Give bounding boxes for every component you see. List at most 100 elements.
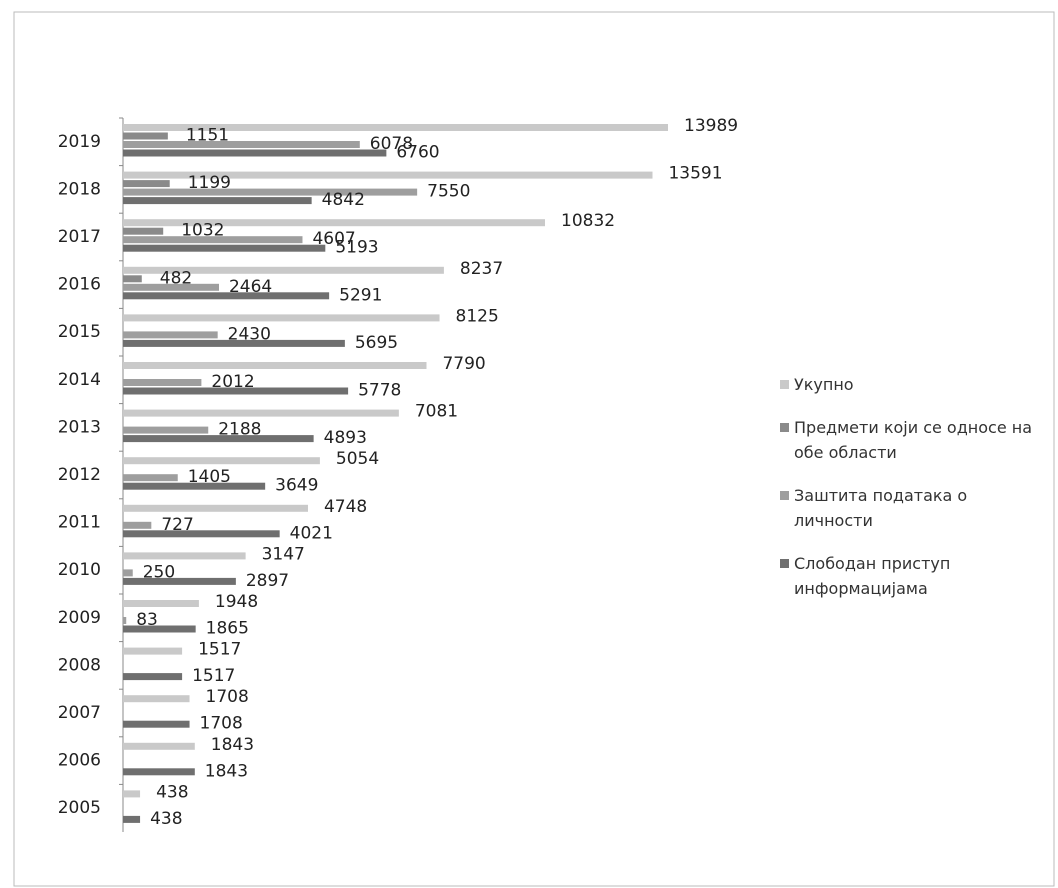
bar — [123, 188, 418, 196]
legend-label: Предмети који се односе на обе области — [794, 418, 1033, 462]
data-label: 6078 — [370, 134, 413, 154]
bar — [123, 720, 190, 728]
data-label: 7550 — [427, 182, 470, 202]
data-label: 438 — [156, 782, 188, 802]
legend-swatch — [780, 380, 789, 389]
bar — [123, 569, 133, 577]
data-label: 4893 — [324, 428, 367, 448]
bar — [123, 435, 314, 443]
data-label: 4607 — [312, 229, 355, 249]
y-tick-label: 2016 — [58, 275, 101, 295]
bar — [123, 275, 142, 283]
legend-swatch — [780, 423, 789, 432]
bar — [123, 530, 280, 538]
data-label: 1517 — [198, 640, 241, 660]
bar — [123, 283, 219, 291]
y-tick-label: 2005 — [58, 798, 101, 818]
bar — [123, 339, 345, 347]
bar — [123, 314, 440, 322]
data-label: 5778 — [358, 381, 401, 401]
bar — [123, 600, 199, 607]
bar — [123, 409, 399, 417]
data-label: 4021 — [290, 523, 333, 543]
data-label: 7081 — [415, 402, 458, 422]
data-label: 1843 — [205, 761, 248, 781]
data-label: 6760 — [396, 143, 439, 163]
data-label: 8237 — [460, 259, 503, 279]
y-tick-label: 2011 — [58, 513, 101, 533]
legend: Укупно Предмети који се односе на обе обл… — [780, 372, 1050, 619]
data-label: 1708 — [206, 687, 249, 707]
data-label: 1151 — [186, 126, 229, 146]
data-label: 2012 — [211, 372, 254, 392]
bar — [123, 457, 320, 465]
data-label: 1948 — [215, 592, 258, 612]
bar — [123, 695, 190, 703]
data-label: 1405 — [188, 467, 231, 487]
y-tick-label: 2013 — [58, 417, 101, 437]
bar — [123, 504, 308, 512]
bar — [123, 577, 236, 585]
legend-item: Укупно — [780, 372, 1044, 397]
bar — [123, 379, 202, 386]
data-label: 7790 — [442, 354, 485, 374]
bar — [123, 331, 218, 339]
bar — [123, 482, 266, 490]
data-label: 10832 — [561, 211, 615, 231]
bar — [123, 647, 183, 655]
bar — [123, 790, 141, 798]
bar — [123, 132, 168, 140]
data-label: 727 — [161, 515, 193, 535]
data-label: 83 — [136, 610, 158, 630]
data-label: 482 — [160, 268, 192, 288]
data-label: 250 — [143, 562, 175, 582]
y-tick-label: 2012 — [58, 465, 101, 485]
data-label: 3649 — [275, 476, 318, 496]
bar — [123, 171, 653, 179]
bar — [123, 362, 427, 369]
data-label: 1199 — [188, 173, 231, 193]
bar — [123, 617, 127, 624]
data-label: 1708 — [200, 714, 243, 734]
data-label: 8125 — [456, 306, 499, 326]
data-label: 5054 — [336, 449, 379, 469]
data-label: 2188 — [218, 420, 261, 440]
y-tick-label: 2018 — [58, 179, 101, 199]
data-label: 438 — [150, 809, 182, 829]
data-label: 3147 — [262, 544, 305, 564]
y-tick-label: 2006 — [58, 751, 101, 771]
bar — [123, 552, 246, 560]
y-tick-label: 2014 — [58, 370, 101, 390]
bar — [123, 227, 164, 235]
data-label: 5291 — [339, 285, 382, 305]
data-label: 1517 — [192, 666, 235, 686]
bar — [123, 426, 209, 434]
legend-item: Предмети који се односе на обе области — [780, 415, 1044, 465]
bar — [123, 244, 326, 252]
bar — [123, 236, 303, 244]
bar — [123, 815, 141, 823]
data-label: 1865 — [206, 619, 249, 639]
y-tick-label: 2009 — [58, 608, 101, 628]
bar — [123, 180, 170, 188]
data-label: 4748 — [324, 497, 367, 517]
legend-label: Заштита података о личности — [794, 486, 968, 530]
legend-label: Укупно — [794, 375, 854, 394]
bar — [123, 742, 195, 750]
bar — [123, 521, 152, 529]
bar — [123, 673, 183, 681]
bar — [123, 197, 312, 205]
legend-item: Слободан приступ информацијама — [780, 551, 1044, 601]
bar — [123, 292, 330, 300]
data-label: 2897 — [246, 571, 289, 591]
bar — [123, 219, 546, 227]
data-label: 1032 — [181, 221, 224, 241]
data-label: 5193 — [335, 238, 378, 258]
legend-label: Слободан приступ информацијама — [794, 554, 951, 598]
data-label: 5695 — [355, 333, 398, 353]
y-tick-label: 2015 — [58, 322, 101, 342]
bar — [123, 149, 387, 157]
bar — [123, 387, 349, 395]
